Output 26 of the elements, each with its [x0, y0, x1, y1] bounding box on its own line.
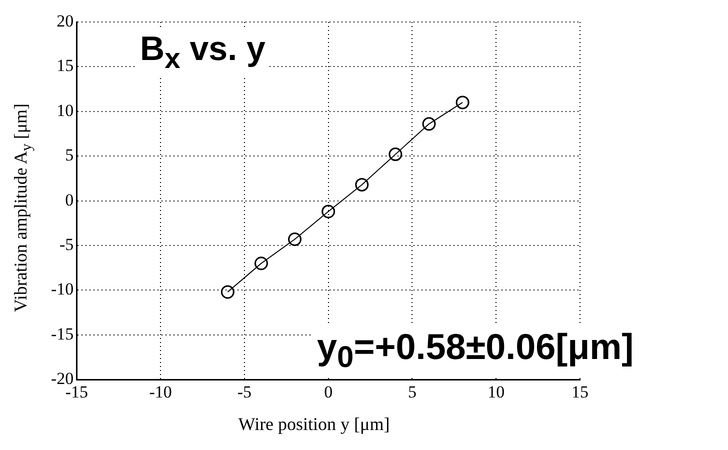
y-tick-label: -15	[50, 324, 74, 344]
x-tick-label: -5	[237, 382, 252, 402]
point	[288, 232, 302, 246]
point	[220, 285, 234, 299]
x-tick-label: 0	[324, 382, 333, 402]
point	[422, 117, 436, 131]
y-tick-label: -10	[50, 280, 74, 299]
x-axis-title: Wire position y [μm]	[237, 414, 391, 435]
point	[254, 256, 268, 270]
point	[355, 178, 369, 192]
annotation: y$_{0}$=+0.58±0.06[μm]	[313, 326, 638, 376]
point	[388, 148, 402, 162]
x-tick-label: 15	[572, 382, 588, 402]
y-tick-label: 0	[65, 190, 74, 210]
x-tick-label: -10	[149, 382, 172, 402]
y-tick-label: 20	[56, 11, 74, 30]
annotation: B$_{x}$ vs. y	[136, 30, 270, 76]
y-tick-label: -5	[59, 234, 74, 254]
y-tick-label: 10	[56, 100, 74, 120]
x-tick-label: 10	[488, 382, 505, 402]
y-tick-label: 5	[65, 146, 74, 165]
point	[322, 204, 336, 218]
point	[456, 96, 470, 110]
y-tick-label: -20	[50, 369, 74, 388]
x-tick-label: 5	[408, 382, 416, 402]
y-tick-label: 15	[56, 56, 74, 76]
